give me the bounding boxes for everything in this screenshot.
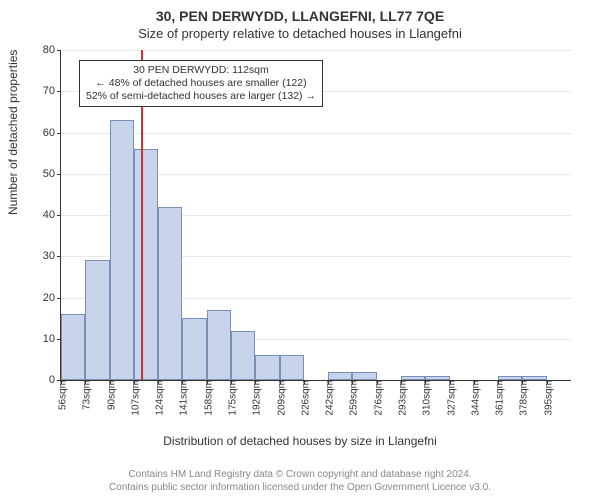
ytick-label: 30 — [43, 250, 61, 262]
histogram-bar — [255, 355, 279, 380]
chart-title: 30, PEN DERWYDD, LLANGEFNI, LL77 7QE — [0, 0, 600, 24]
xtick-label: 192sqm — [248, 380, 263, 416]
histogram-bar — [110, 120, 134, 380]
xtick-label: 242sqm — [321, 380, 336, 416]
xtick-label: 344sqm — [466, 380, 481, 416]
ytick-label: 10 — [43, 333, 61, 345]
footer-line: Contains HM Land Registry data © Crown c… — [0, 469, 600, 482]
ytick-label: 50 — [43, 168, 61, 180]
xtick-label: 124sqm — [151, 380, 166, 416]
xtick-label: 361sqm — [491, 380, 506, 416]
xtick-label: 259sqm — [345, 380, 360, 416]
y-axis-label: Number of detached properties — [6, 50, 20, 215]
xtick-label: 90sqm — [102, 380, 117, 410]
gridline — [61, 50, 571, 51]
histogram-bar — [61, 314, 85, 380]
xtick-label: 141sqm — [175, 380, 190, 416]
ytick-label: 70 — [43, 85, 61, 97]
histogram-bar — [352, 372, 376, 380]
xtick-label: 56sqm — [54, 380, 69, 410]
callout-line: ← 48% of detached houses are smaller (12… — [86, 77, 316, 90]
xtick-label: 209sqm — [272, 380, 287, 416]
xtick-label: 327sqm — [442, 380, 457, 416]
footer-attribution: Contains HM Land Registry data © Crown c… — [0, 469, 600, 494]
xtick-label: 226sqm — [296, 380, 311, 416]
xtick-label: 293sqm — [394, 380, 409, 416]
xtick-label: 175sqm — [224, 380, 239, 416]
ytick-label: 60 — [43, 127, 61, 139]
xtick-label: 276sqm — [369, 380, 384, 416]
ytick-label: 40 — [43, 209, 61, 221]
histogram-bar — [328, 372, 352, 380]
xtick-label: 378sqm — [515, 380, 530, 416]
chart-subtitle: Size of property relative to detached ho… — [0, 24, 600, 41]
ytick-label: 80 — [43, 44, 61, 56]
x-axis-label: Distribution of detached houses by size … — [0, 434, 600, 448]
footer-line: Contains public sector information licen… — [0, 482, 600, 495]
histogram-bar — [182, 318, 206, 380]
xtick-label: 310sqm — [418, 380, 433, 416]
histogram-bar — [85, 260, 109, 380]
plot-area: 0102030405060708056sqm73sqm90sqm107sqm12… — [60, 50, 571, 381]
histogram-bar — [158, 207, 182, 380]
ytick-label: 20 — [43, 292, 61, 304]
xtick-label: 395sqm — [539, 380, 554, 416]
gridline — [61, 133, 571, 134]
histogram-bar — [134, 149, 158, 380]
histogram-bar — [280, 355, 304, 380]
xtick-label: 158sqm — [199, 380, 214, 416]
callout-line: 52% of semi-detached houses are larger (… — [86, 90, 316, 103]
histogram-bar — [231, 331, 255, 381]
callout-line: 30 PEN DERWYDD: 112sqm — [86, 64, 316, 77]
xtick-label: 107sqm — [126, 380, 141, 416]
xtick-label: 73sqm — [78, 380, 93, 410]
chart-container: 30, PEN DERWYDD, LLANGEFNI, LL77 7QE Siz… — [0, 0, 600, 500]
histogram-bar — [207, 310, 231, 380]
callout-box: 30 PEN DERWYDD: 112sqm ← 48% of detached… — [79, 60, 323, 107]
